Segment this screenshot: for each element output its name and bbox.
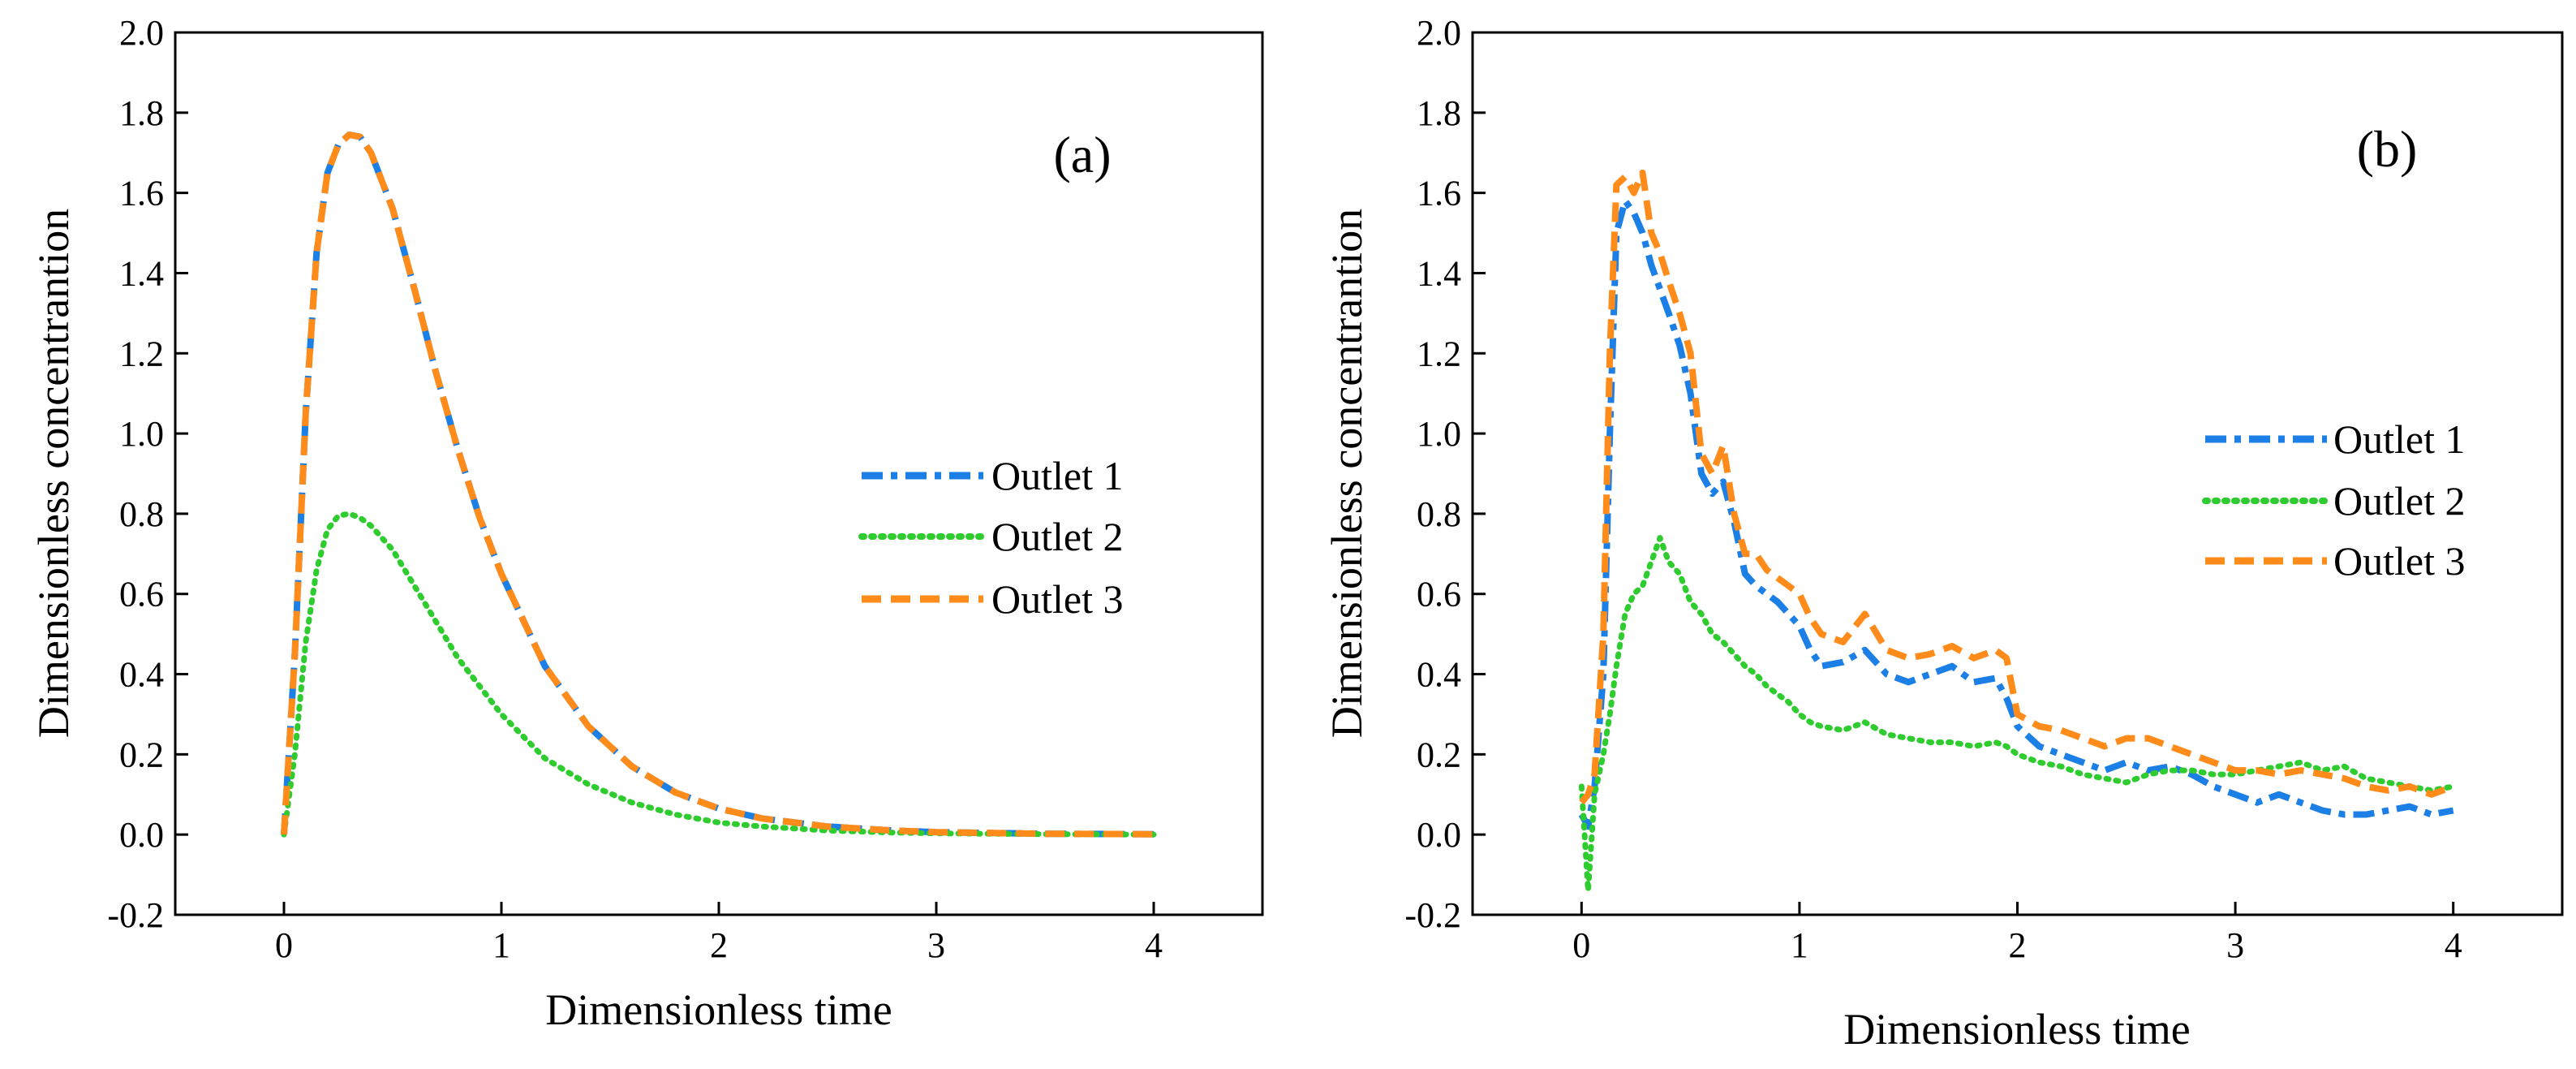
panel-a-legend-label-3: Outlet 3 <box>991 576 1123 622</box>
panel-a-yticks: -0.2 0.0 0.2 0.4 0.6 0.8 1.0 1.2 1.4 1.6 1.8 2.0 <box>107 13 188 935</box>
panel-a-xtick-label: 0 <box>275 925 293 965</box>
panel-b-yticks: -0.2 0.0 0.2 0.4 0.6 0.8 1.0 1.2 1.4 1.6 1.8 2.0 <box>1404 13 1486 935</box>
panel-b-ytick-label: -0.2 <box>1404 895 1461 935</box>
panel-a-ytick-label: 0.0 <box>119 815 164 855</box>
panel-a-series <box>281 131 1157 838</box>
panel-a-ylabel: Dimensionless concentrantion <box>29 209 78 738</box>
panel-b-ylabel: Dimensionless concentrantion <box>1322 209 1371 738</box>
panel-a-xtick-label: 1 <box>492 925 510 965</box>
panel-b-ytick-label: 2.0 <box>1417 13 1461 53</box>
panel-b-xtick-label: 3 <box>2226 925 2244 965</box>
panel-b-xtick-label: 4 <box>2445 925 2462 965</box>
panel-b-ytick-label: 1.8 <box>1417 93 1461 133</box>
panel-b-xticks: 0 1 2 3 4 <box>1572 902 2462 965</box>
panel-b-label: (b) <box>2357 120 2418 178</box>
panel-a-ytick-label: 0.6 <box>119 575 164 614</box>
panel-b-series-line-2 <box>1578 535 2457 894</box>
panel-a: 0 1 2 3 4 -0.2 0.0 0.2 0.4 0.6 0.8 1.0 1.2 1.4 1.6 1.8… <box>29 13 1264 1034</box>
panel-a-ytick-label: 1.8 <box>119 93 164 133</box>
panel-b-xtick-label: 2 <box>2009 925 2027 965</box>
panel-a-xlabel: Dimensionless time <box>545 985 892 1034</box>
panel-b-ytick-label: 1.6 <box>1417 174 1461 213</box>
panel-a-legend-label-1: Outlet 1 <box>991 453 1123 498</box>
panel-a-ytick-label: 1.4 <box>119 253 164 293</box>
panel-a-ytick-label: -0.2 <box>107 895 164 935</box>
panel-a-series-line-2 <box>281 511 1157 838</box>
panel-a-ytick-label: 1.6 <box>119 174 164 213</box>
panel-a-ytick-label: 0.2 <box>119 735 164 774</box>
panel-b-ytick-label: 0.8 <box>1417 494 1461 534</box>
panel-b-ytick-label: 0.4 <box>1417 655 1461 695</box>
panel-a-legend-label-2: Outlet 2 <box>991 514 1123 559</box>
panel-b-ytick-label: 0.6 <box>1417 575 1461 614</box>
panel-b-legend-label-3: Outlet 3 <box>2333 538 2465 584</box>
panel-a-xtick-label: 4 <box>1145 925 1163 965</box>
panel-b-ytick-label: 0.0 <box>1417 815 1461 855</box>
panel-a-label: (a) <box>1053 126 1111 183</box>
panel-a-ytick-label: 1.0 <box>119 414 164 454</box>
panel-a-ytick-label: 0.4 <box>119 655 164 695</box>
panel-b-ytick-label: 0.2 <box>1417 735 1461 774</box>
panel-a-xtick-label: 3 <box>927 925 945 965</box>
panel-a-series-line-3 <box>281 131 1155 838</box>
panel-b-ytick-label: 1.2 <box>1417 334 1461 373</box>
panel-b-xtick-label: 0 <box>1572 925 1590 965</box>
panel-b-series <box>1578 169 2457 894</box>
panel-a-xticks: 0 1 2 3 4 <box>275 902 1163 965</box>
panel-a-xtick-label: 2 <box>710 925 728 965</box>
panel-b-series-line-1 <box>1578 197 2454 830</box>
panel-a-ytick-label: 1.2 <box>119 334 164 373</box>
panel-b-ytick-label: 1.4 <box>1417 253 1461 293</box>
panel-b-series-line-3 <box>1579 169 2455 805</box>
panel-a-ytick-label: 2.0 <box>119 13 164 53</box>
panel-b-ytick-label: 1.0 <box>1417 414 1461 454</box>
panel-b-legend-label-1: Outlet 1 <box>2333 416 2465 462</box>
panel-b-legend-label-2: Outlet 2 <box>2333 478 2465 524</box>
panel-a-ytick-label: 0.8 <box>119 494 164 534</box>
panel-b-legend: Outlet 1 Outlet 2 Outlet 3 <box>2202 416 2465 584</box>
panel-b-xtick-label: 1 <box>1791 925 1808 965</box>
panel-a-legend: Outlet 1 Outlet 2 Outlet 3 <box>858 453 1123 622</box>
panel-b: 0 1 2 3 4 -0.2 0.0 0.2 0.4 0.6 0.8 1.0 1.2 1.4 1.6 1.8… <box>1322 13 2564 1054</box>
panel-b-xlabel: Dimensionless time <box>1843 1005 2190 1054</box>
